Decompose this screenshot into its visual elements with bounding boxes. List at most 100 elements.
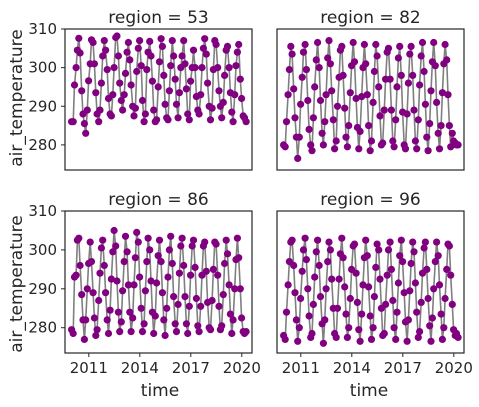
data-point [366, 312, 374, 320]
data-point [389, 296, 397, 305]
data-point [324, 258, 332, 266]
data-point [192, 294, 200, 303]
data-point [175, 269, 183, 277]
data-point [350, 240, 359, 248]
data-point [112, 242, 120, 250]
data-point [417, 298, 425, 306]
data-point [141, 110, 149, 118]
panel-frame [64, 210, 253, 354]
data-point [185, 116, 193, 124]
data-point [448, 129, 456, 137]
data-point [80, 335, 88, 343]
data-point [372, 40, 380, 49]
data-point [100, 261, 108, 270]
panel-3: region = 86 280 290 300 310 2011 2014 2017 2020 [28, 190, 261, 377]
y-tick-label: 300 [28, 59, 57, 77]
data-point [356, 127, 364, 135]
data-point [171, 75, 179, 83]
data-point [302, 66, 310, 74]
data-point [339, 254, 347, 262]
data-point [308, 329, 316, 338]
data-point [178, 52, 186, 60]
data-point [416, 81, 424, 89]
panel-title: region = 96 [320, 190, 420, 210]
panel-title: region = 82 [320, 8, 420, 28]
data-point [147, 52, 155, 60]
data-point [314, 38, 322, 47]
data-point [85, 77, 93, 85]
data-point [172, 100, 181, 108]
data-point [433, 98, 441, 106]
data-point [223, 250, 232, 258]
data-point [332, 137, 340, 145]
data-point [409, 238, 417, 246]
data-point [304, 285, 312, 293]
data-point [184, 329, 192, 338]
x-tick-label: 2011 [282, 359, 320, 377]
data-point [177, 242, 185, 250]
data-point [443, 56, 451, 64]
data-point [307, 141, 315, 149]
x-tick-label: 2017 [172, 359, 210, 377]
panel-4: region = 96 2011 2014 2017 2020 [276, 190, 473, 377]
data-point [212, 40, 220, 49]
data-point [421, 100, 429, 108]
data-point [97, 244, 105, 252]
panel-2: region = 82 [276, 8, 465, 171]
data-point [103, 66, 111, 74]
data-point [338, 234, 346, 242]
data-point [390, 143, 398, 151]
data-point [426, 120, 434, 128]
x-axis-label-right: time [350, 381, 388, 401]
data-point [184, 110, 192, 118]
data-point [127, 81, 135, 89]
data-point [389, 137, 397, 145]
data-point [426, 322, 434, 330]
data-point [238, 314, 246, 322]
data-point [401, 145, 410, 153]
data-point [161, 331, 169, 340]
data-point [225, 64, 233, 72]
data-point [199, 44, 207, 52]
data-point [315, 64, 323, 72]
data-point [362, 60, 370, 68]
data-point [417, 52, 425, 60]
data-point [201, 35, 209, 43]
data-point [233, 234, 241, 242]
data-point [160, 71, 168, 79]
data-point [295, 324, 303, 332]
data-point [154, 83, 162, 91]
data-point [448, 300, 456, 308]
data-point [131, 104, 139, 112]
data-point [195, 110, 203, 118]
data-point [95, 118, 103, 126]
data-point [170, 52, 178, 60]
panel-title: region = 53 [108, 8, 208, 28]
data-point [316, 96, 325, 105]
data-point [397, 71, 405, 79]
data-point [82, 129, 90, 137]
data-point [407, 259, 415, 268]
data-point [392, 335, 400, 343]
data-point [281, 335, 289, 343]
data-point [144, 234, 152, 242]
data-point [437, 122, 445, 130]
data-point [441, 294, 449, 303]
y-tick-label: 280 [28, 319, 57, 337]
data-point [215, 87, 223, 95]
data-point [181, 293, 189, 301]
data-point [322, 91, 330, 99]
data-point [99, 52, 107, 60]
data-point [324, 54, 332, 62]
data-point [366, 147, 374, 155]
data-point [218, 322, 226, 330]
y-axis-label-bottom: air_temperature [7, 215, 27, 353]
data-point [318, 129, 326, 137]
data-point [384, 246, 393, 254]
data-point [404, 316, 412, 324]
data-point [164, 116, 172, 124]
x-tick-label: 2014 [333, 359, 371, 377]
data-point [312, 248, 320, 256]
data-point [201, 238, 209, 246]
data-point [194, 322, 202, 330]
